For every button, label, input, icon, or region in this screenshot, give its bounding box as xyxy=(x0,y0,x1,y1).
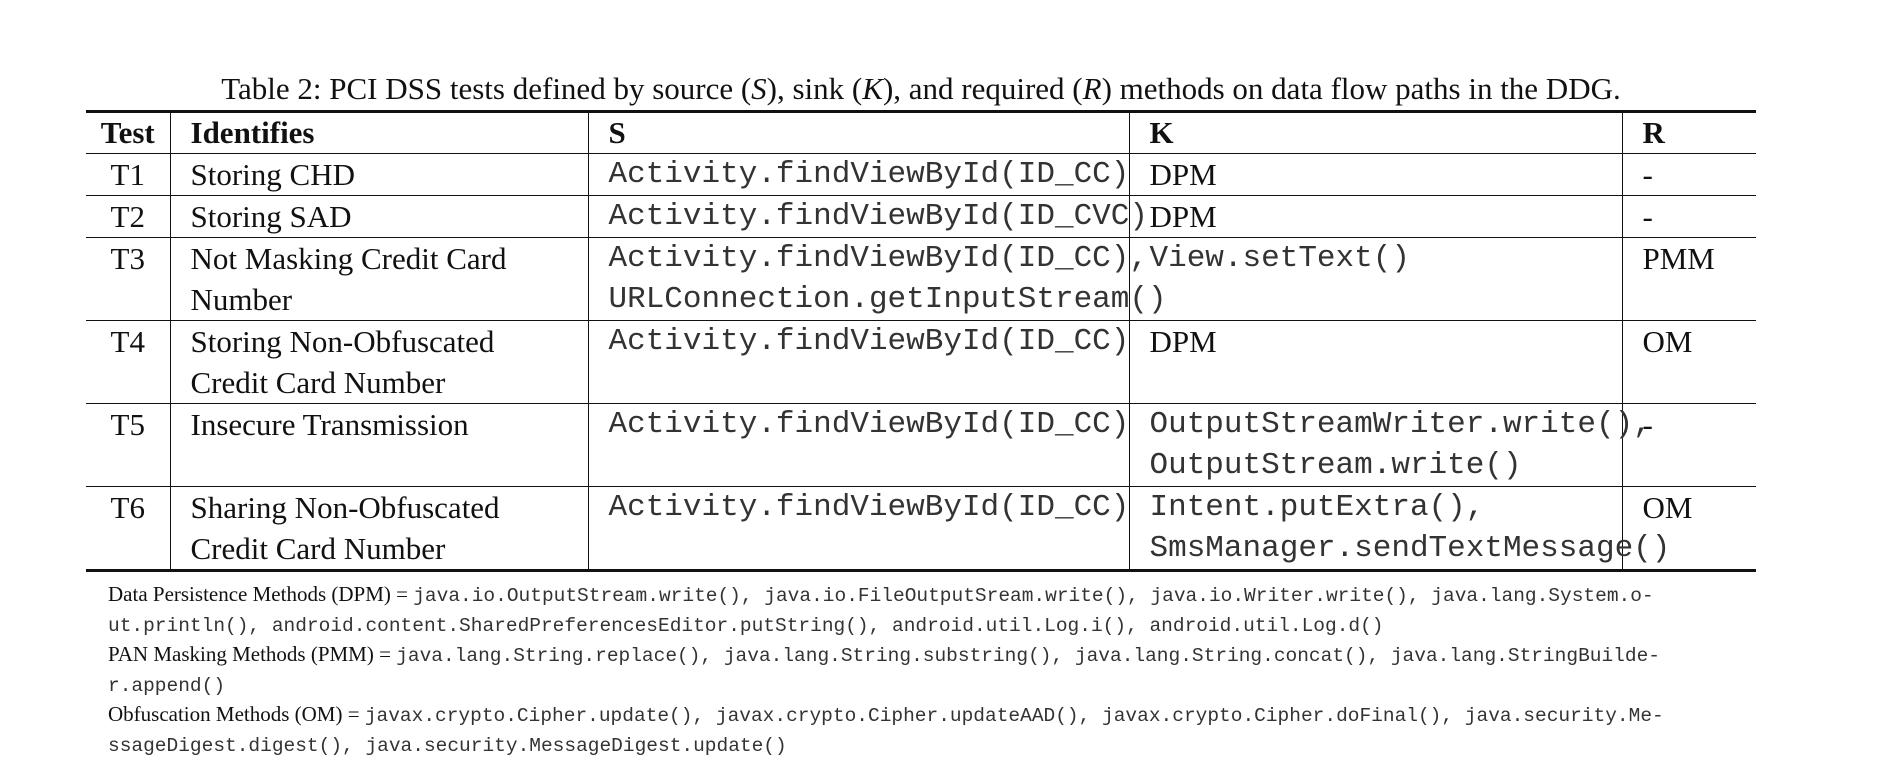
source-methods-cell: Activity.findViewById(ID_CC), URLConnecti… xyxy=(587,237,1167,321)
source-method: URLConnection.getInputStream() xyxy=(608,282,1167,317)
header-source: S xyxy=(587,111,1130,154)
source-methods-cell: Activity.findViewById(ID_CC) xyxy=(587,320,1130,404)
caption-text: ), and required ( xyxy=(882,71,1083,106)
table-row: T5 Insecure Transmission Activity.findView… xyxy=(86,403,1756,487)
required-methods-cell: OM xyxy=(1621,320,1756,404)
footnote-code: java.io.OutputStream.write(), java.io.Fi… xyxy=(413,585,1654,607)
sink-method: DPM xyxy=(1149,199,1217,234)
header-required: R xyxy=(1621,111,1756,154)
caption-text: Table 2: PCI DSS tests defined by source… xyxy=(221,71,752,106)
caption-symbol-k: K xyxy=(862,71,883,106)
source-method: Activity.findViewById(ID_CC), xyxy=(608,241,1149,276)
header-sink: K xyxy=(1128,111,1623,154)
footnote-code: ut.println(), android.content.SharedPref… xyxy=(108,615,1384,637)
sink-method: OutputStream.write() xyxy=(1149,448,1522,483)
sink-methods-cell: DPM xyxy=(1128,153,1623,196)
footnote-pmm: PAN Masking Methods (PMM) = java.lang.St… xyxy=(108,640,1742,700)
sink-methods-cell: DPM xyxy=(1128,320,1623,404)
source-method: Activity.findViewById(ID_CC) xyxy=(608,407,1130,442)
required-methods-cell: - xyxy=(1621,403,1756,487)
sink-method: Intent.putExtra(), xyxy=(1149,490,1485,525)
table-caption: Table 2: PCI DSS tests defined by source… xyxy=(86,70,1756,108)
source-methods-cell: Activity.findViewById(ID_CC) xyxy=(587,153,1130,196)
table-footnotes: Data Persistence Methods (DPM) = java.io… xyxy=(86,580,1756,760)
source-method: Activity.findViewById(ID_CC) xyxy=(608,324,1130,359)
caption-text: ) methods on data flow paths in the DDG. xyxy=(1101,71,1621,106)
sink-method: DPM xyxy=(1149,324,1217,359)
test-id-cell: T1 xyxy=(86,153,171,196)
identifies-cell: Storing SAD xyxy=(169,195,589,238)
caption-symbol-s: S xyxy=(751,71,767,106)
test-id-cell: T2 xyxy=(86,195,171,238)
required-methods-cell: PMM xyxy=(1621,237,1756,321)
identifies-cell: Storing CHD xyxy=(169,153,589,196)
identifies-cell: Insecure Transmission xyxy=(169,403,589,487)
source-method: Activity.findViewById(ID_CVC) xyxy=(608,199,1149,234)
required-methods-cell: OM xyxy=(1621,486,1756,571)
sink-methods-cell: Intent.putExtra(), SmsManager.sendTextMes… xyxy=(1128,486,1671,571)
header-test: Test xyxy=(86,111,171,154)
sink-method: SmsManager.sendTextMessage() xyxy=(1149,531,1671,566)
header-identifies: Identifies xyxy=(169,111,589,154)
pci-dss-tests-table: Test Identifies S K R T1 Storing CHD Activ… xyxy=(86,110,1756,572)
identifies-cell: Sharing Non-Obfuscated Credit Card Numbe… xyxy=(169,486,589,571)
source-methods-cell: Activity.findViewById(ID_CC) xyxy=(587,403,1130,487)
footnote-om: Obfuscation Methods (OM) = javax.crypto.… xyxy=(108,700,1742,760)
source-method: Activity.findViewById(ID_CC) xyxy=(608,157,1130,192)
test-id-cell: T6 xyxy=(86,486,171,571)
footnote-code: javax.crypto.Cipher.update(), javax.cryp… xyxy=(364,705,1664,727)
table-row: T6 Sharing Non-Obfuscated Credit Card Num… xyxy=(86,486,1756,571)
table-row: T2 Storing SAD Activity.findViewById(ID_CV… xyxy=(86,195,1756,238)
sink-methods-cell: View.setText() xyxy=(1128,237,1623,321)
footnote-label: Data Persistence Methods (DPM) = xyxy=(108,582,414,606)
table-header-row: Test Identifies S K R xyxy=(86,111,1756,154)
sink-method: View.setText() xyxy=(1149,241,1410,276)
footnote-code: ssageDigest.digest(), java.security.Mess… xyxy=(108,735,787,757)
sink-methods-cell: DPM xyxy=(1128,195,1623,238)
identifies-cell: Not Masking Credit Card Number xyxy=(169,237,589,321)
table-row: T3 Not Masking Credit Card Number Activity… xyxy=(86,237,1756,321)
test-id-cell: T3 xyxy=(86,237,171,321)
sink-method: DPM xyxy=(1149,157,1217,192)
table-figure: Table 2: PCI DSS tests defined by source… xyxy=(86,70,1756,760)
footnote-label: PAN Masking Methods (PMM) = xyxy=(108,642,397,666)
source-methods-cell: Activity.findViewById(ID_CVC) xyxy=(587,195,1149,238)
required-methods-cell: - xyxy=(1621,153,1756,196)
sink-methods-cell: OutputStreamWriter.write(), OutputStream.… xyxy=(1128,403,1652,487)
footnote-code: java.lang.String.replace(), java.lang.St… xyxy=(396,645,1660,667)
table-row: T4 Storing Non-Obfuscated Credit Card Num… xyxy=(86,320,1756,404)
required-methods-cell: - xyxy=(1621,195,1756,238)
footnote-label: Obfuscation Methods (OM) = xyxy=(108,702,365,726)
source-methods-cell: Activity.findViewById(ID_CC) xyxy=(587,486,1130,571)
identifies-cell: Storing Non-Obfuscated Credit Card Numbe… xyxy=(169,320,589,404)
table-row: T1 Storing CHD Activity.findViewById(ID_CC… xyxy=(86,153,1756,196)
source-method: Activity.findViewById(ID_CC) xyxy=(608,490,1130,525)
test-id-cell: T5 xyxy=(86,403,171,487)
caption-symbol-r: R xyxy=(1082,71,1102,106)
sink-method: OutputStreamWriter.write(), xyxy=(1149,407,1652,442)
footnote-dpm: Data Persistence Methods (DPM) = java.io… xyxy=(108,580,1742,640)
test-id-cell: T4 xyxy=(86,320,171,404)
caption-text: ), sink ( xyxy=(766,71,863,106)
footnote-code: r.append() xyxy=(108,675,226,697)
